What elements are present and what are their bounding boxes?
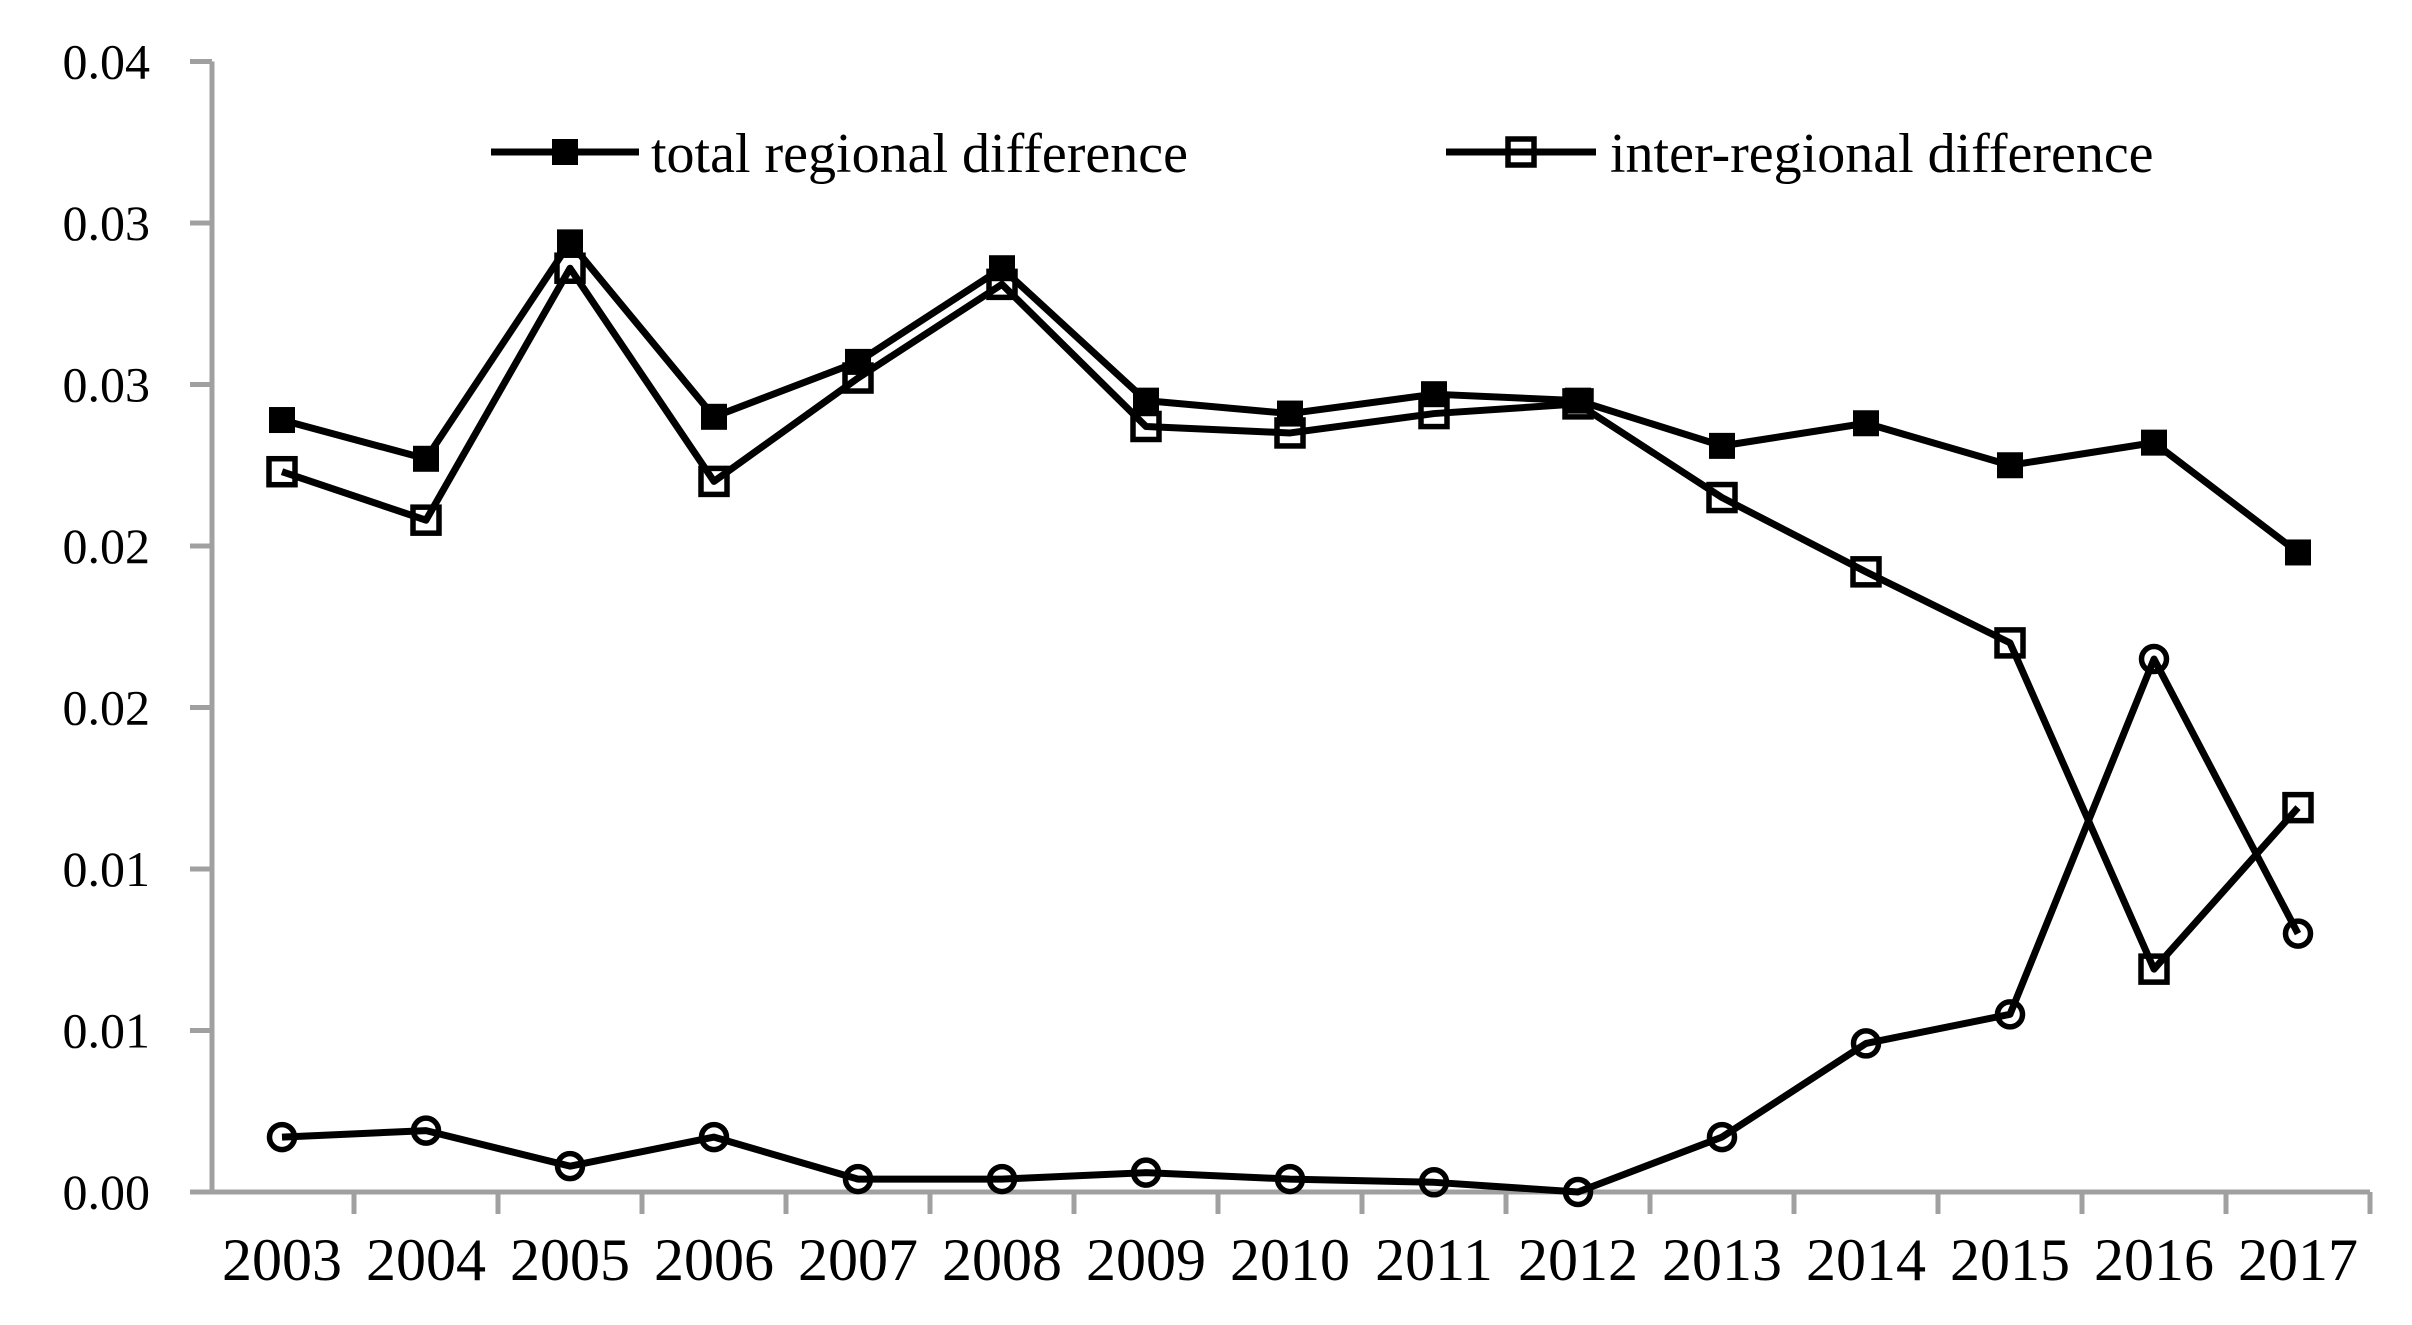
open-square-marker	[1505, 136, 1537, 168]
legend: total regional difference inter-regional …	[491, 123, 2154, 185]
open-square-marker	[698, 465, 730, 498]
x-tick-label: 2013	[1662, 1227, 1782, 1293]
filled-square-marker	[1853, 410, 1879, 437]
filled-square-marker	[557, 229, 583, 256]
x-tick-label: 2016	[2094, 1227, 2214, 1293]
legend-label: inter-regional difference	[1610, 123, 2154, 185]
x-tick-label: 2004	[366, 1227, 486, 1293]
legend-item-1: inter-regional difference	[1446, 123, 2154, 185]
open-circle-marker	[1994, 999, 2026, 1030]
open-circle-marker	[1562, 1176, 1594, 1208]
x-tick-label: 2015	[1950, 1227, 2070, 1293]
legend-label: total regional difference	[651, 123, 1188, 185]
legend-item-0: total regional difference	[491, 123, 1188, 185]
open-square-marker	[266, 455, 298, 488]
series-total-regional-difference	[269, 229, 2311, 566]
open-square-marker	[1994, 627, 2026, 659]
y-tick-label: 0.03	[63, 195, 151, 251]
x-tick-label: 2014	[1806, 1227, 1926, 1293]
filled-square-marker	[1277, 400, 1303, 427]
series-inter-regional-difference	[266, 252, 2314, 985]
filled-square-marker	[413, 445, 439, 472]
open-circle-marker	[2282, 918, 2314, 949]
open-square-marker	[1706, 481, 1738, 514]
x-tick-label: 2008	[942, 1227, 1062, 1293]
x-tick-label: 2012	[1518, 1227, 1638, 1293]
filled-square-marker	[269, 407, 295, 434]
open-circle-marker	[1418, 1167, 1450, 1198]
y-tick-label: 0.00	[63, 1164, 151, 1220]
x-tick-label: 2010	[1230, 1227, 1350, 1293]
open-circle-marker	[842, 1163, 874, 1195]
open-circle-marker	[1850, 1028, 1882, 1059]
y-tick-label: 0.02	[63, 680, 151, 736]
filled-square-marker	[2285, 539, 2311, 566]
series-line	[280, 264, 2301, 973]
series-line	[281, 655, 2302, 1196]
filled-square-marker	[1709, 432, 1735, 459]
filled-square-marker	[1565, 387, 1591, 414]
x-tick-label: 2007	[798, 1227, 918, 1293]
open-circle-marker	[266, 1121, 298, 1153]
filled-square-marker	[1997, 452, 2023, 479]
filled-square-marker	[845, 348, 871, 375]
filled-square-marker	[1133, 387, 1159, 414]
open-circle-marker	[1130, 1157, 1162, 1188]
series-open-circle	[266, 643, 2314, 1208]
x-tick-label: 2017	[2238, 1227, 2358, 1293]
x-tick-group: 2003 2004 2005 2006 2007 2008 2009 2010 2011 2012…	[222, 1192, 2373, 1293]
open-circle-marker	[986, 1163, 1018, 1195]
y-tick-label: 0.03	[63, 357, 151, 413]
filled-square-marker	[1421, 381, 1447, 408]
x-tick-label: 2006	[654, 1227, 774, 1293]
open-circle-marker	[698, 1121, 730, 1153]
open-circle-marker	[2138, 643, 2170, 675]
filled-square-marker	[552, 139, 578, 165]
filled-square-marker	[701, 403, 727, 430]
x-tick-label: 2003	[222, 1227, 342, 1293]
x-tick-label: 2011	[1375, 1227, 1493, 1293]
x-tick-label: 2005	[510, 1227, 630, 1293]
open-square-marker	[1850, 556, 1882, 588]
filled-square-marker	[2141, 429, 2167, 456]
y-tick-label: 0.01	[63, 1003, 151, 1059]
open-square-marker	[2138, 953, 2170, 985]
open-circle-marker	[1274, 1163, 1306, 1195]
y-tick-label: 0.04	[63, 34, 151, 90]
open-circle-marker	[1706, 1121, 1738, 1153]
y-tick-label: 0.02	[63, 518, 151, 574]
axes	[209, 61, 2370, 1195]
x-tick-label: 2009	[1086, 1227, 1206, 1293]
open-square-marker	[2282, 791, 2314, 824]
y-tick-group: 0.00 0.01 0.01 0.02 0.02 0.03 0.03 0.04	[63, 34, 212, 1220]
open-square-marker	[410, 504, 442, 536]
open-circle-marker	[410, 1115, 442, 1146]
open-circle-marker	[554, 1150, 586, 1182]
y-tick-label: 0.01	[63, 841, 151, 897]
filled-square-marker	[989, 255, 1015, 282]
